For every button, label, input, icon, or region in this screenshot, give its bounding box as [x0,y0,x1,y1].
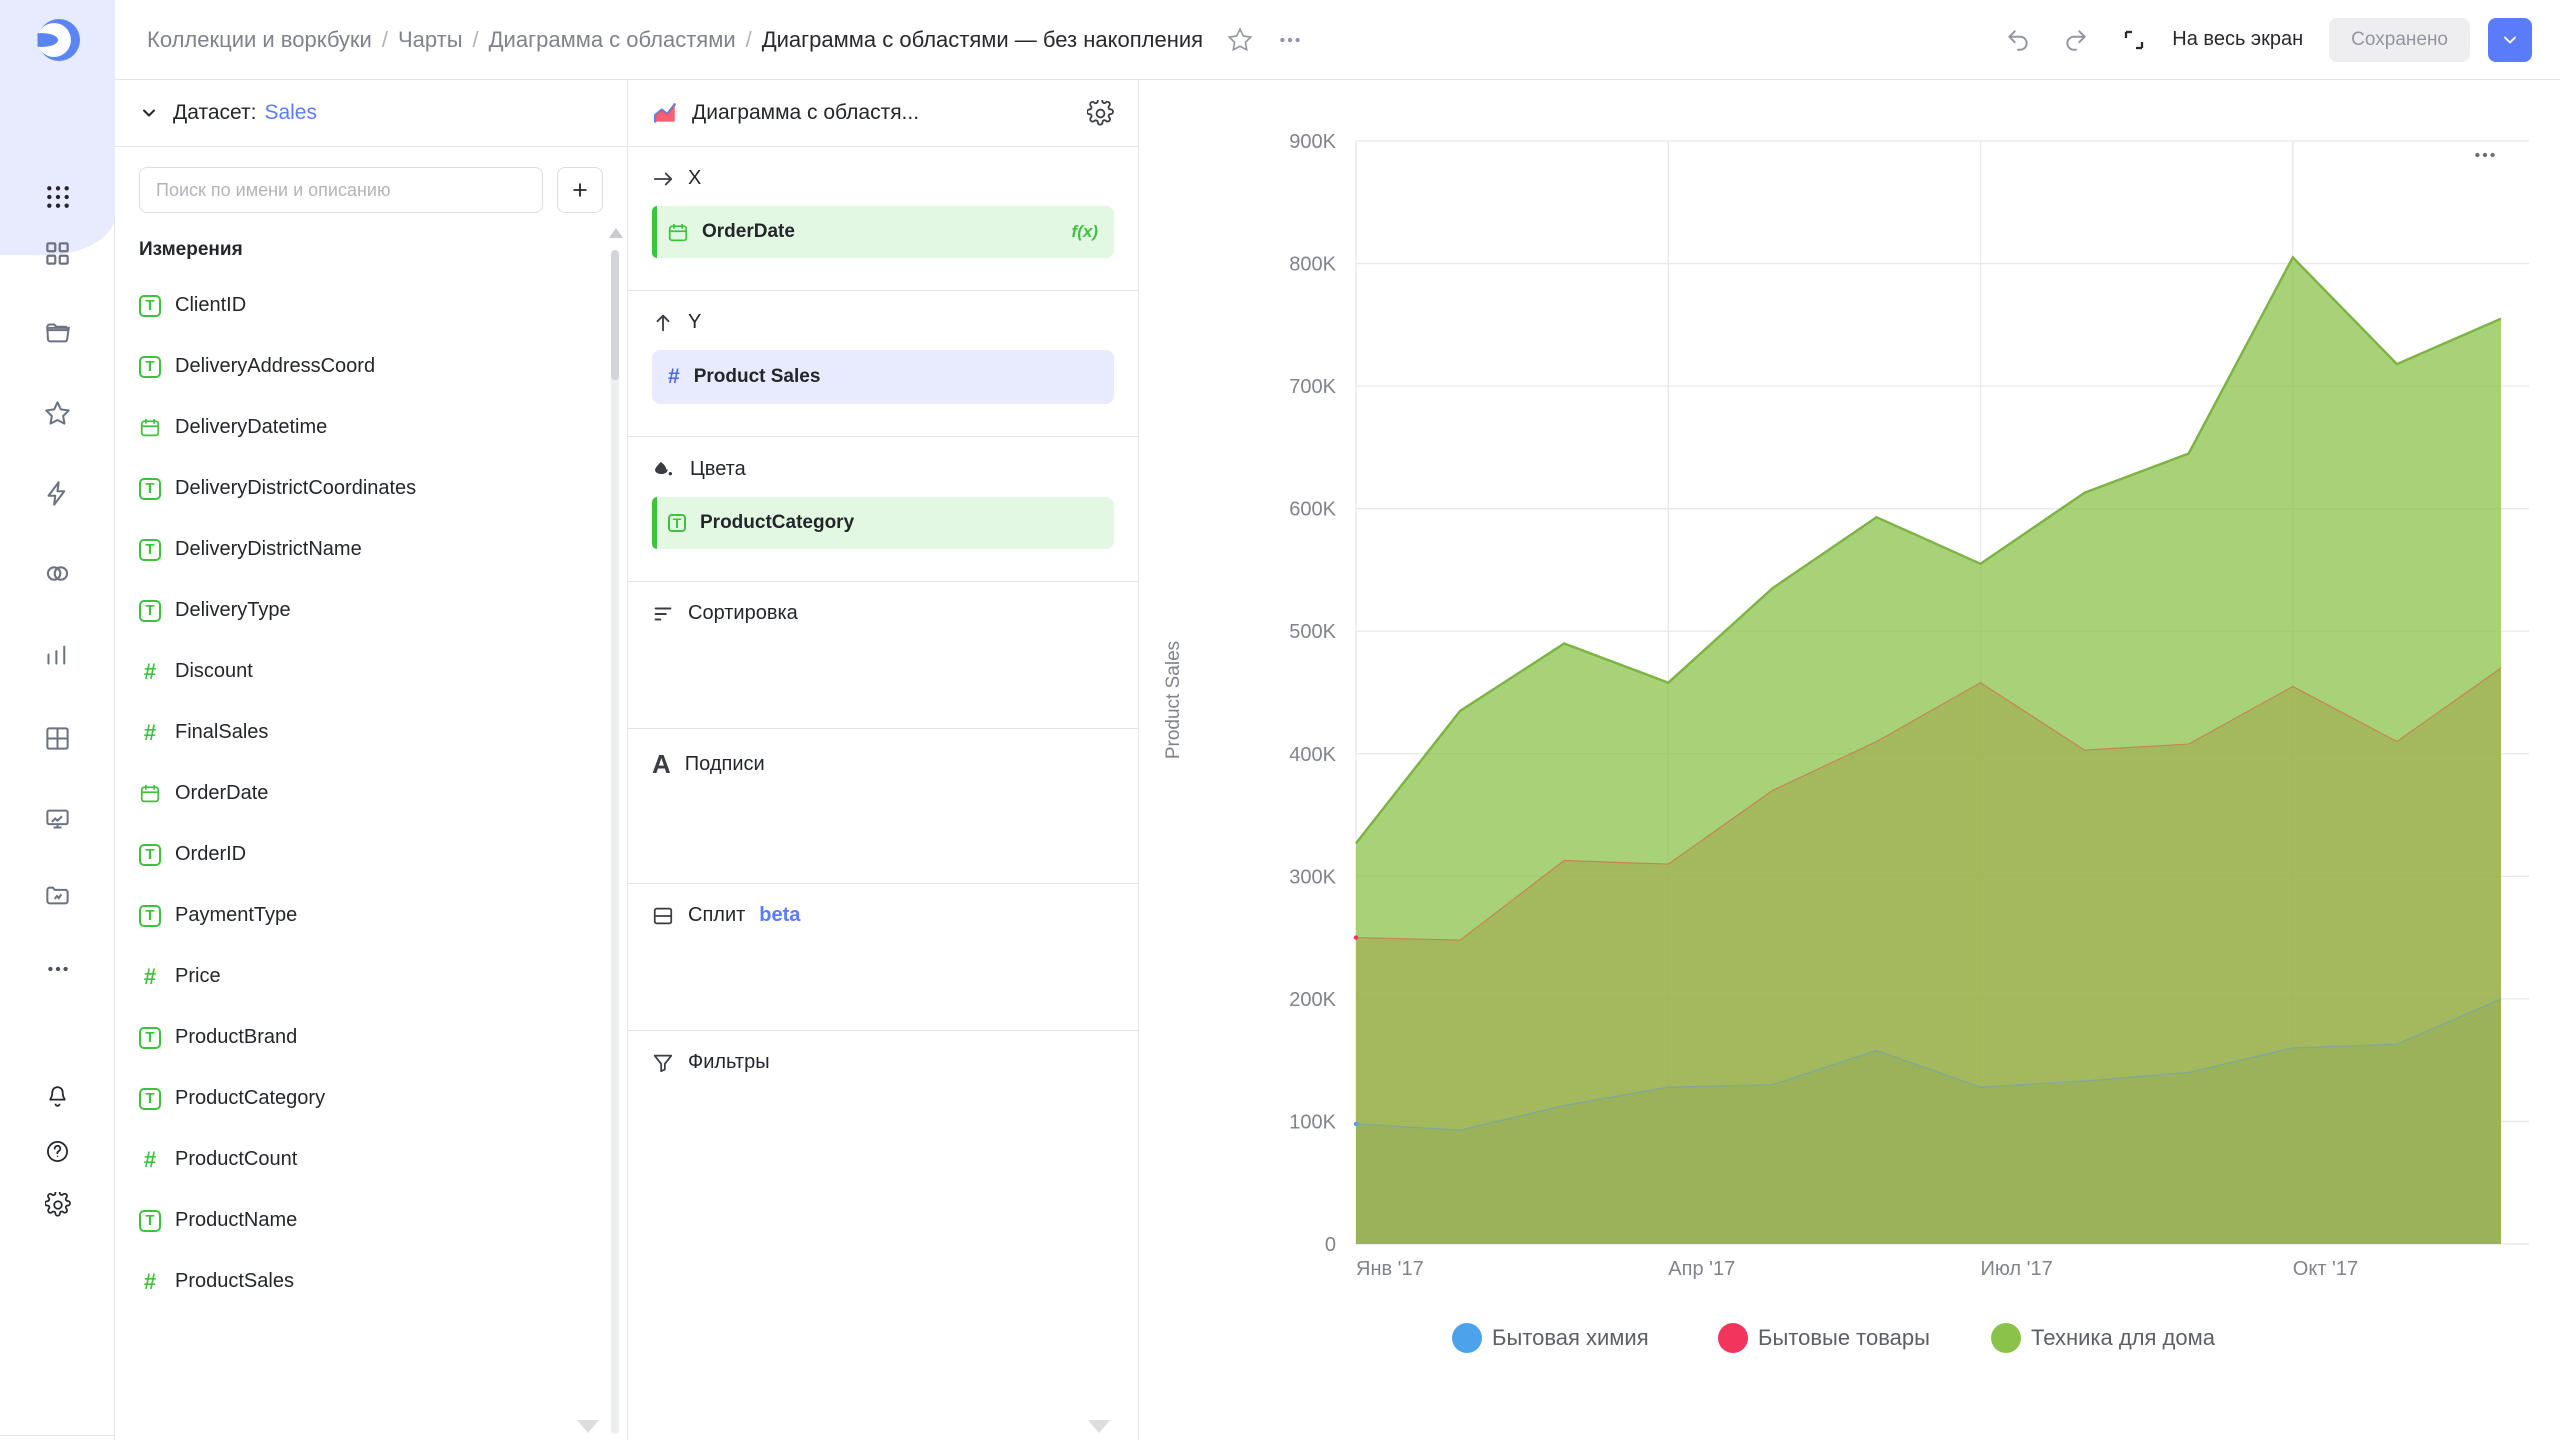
svg-text:Апр '17: Апр '17 [1668,1258,1735,1280]
svg-text:200K: 200K [1289,989,1336,1011]
svg-text:Янв '17: Янв '17 [1356,1258,1424,1280]
svg-text:100K: 100K [1289,1111,1336,1133]
svg-text:500K: 500K [1289,621,1336,643]
svg-text:800K: 800K [1289,254,1336,276]
svg-text:Product Sales: Product Sales [1163,641,1184,759]
svg-text:300K: 300K [1289,866,1336,888]
svg-text:Бытовые товары: Бытовые товары [1758,1325,1930,1350]
svg-text:Июл '17: Июл '17 [1981,1258,2053,1280]
svg-text:900K: 900K [1289,131,1336,153]
svg-text:Техника для дома: Техника для дома [2031,1325,2216,1350]
svg-text:400K: 400K [1289,744,1336,766]
svg-text:Бытовая химия: Бытовая химия [1492,1325,1649,1350]
svg-text:600K: 600K [1289,499,1336,521]
svg-text:700K: 700K [1289,376,1336,398]
svg-text:0: 0 [1325,1234,1336,1256]
svg-text:Окт '17: Окт '17 [2293,1258,2358,1280]
